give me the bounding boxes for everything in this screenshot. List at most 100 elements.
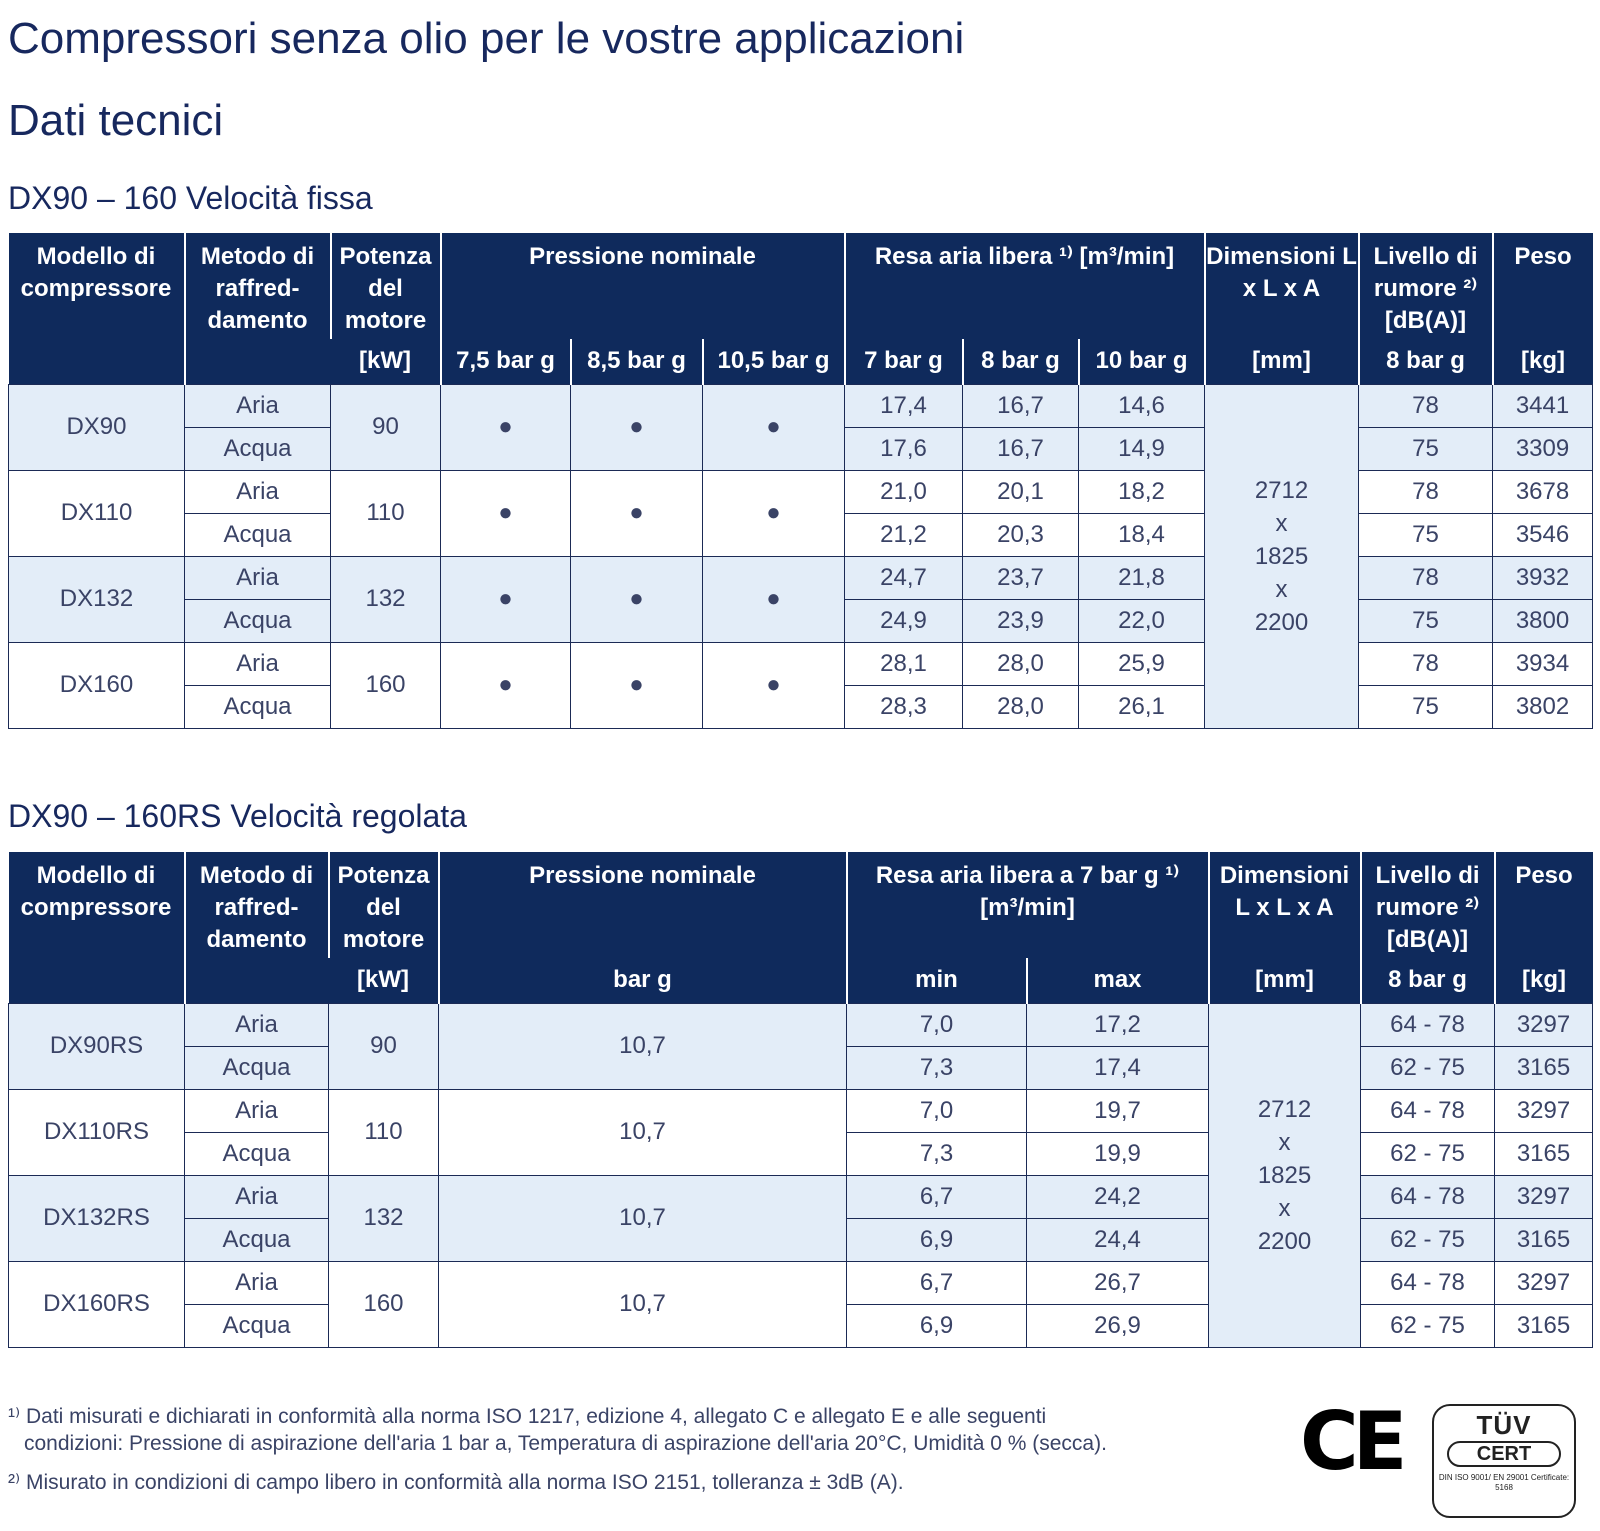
pressure-dot: ●: [440, 383, 571, 471]
fad-cell: 14,6: [1077, 383, 1206, 428]
fad-cell: 28,0: [962, 641, 1079, 686]
table-row: Acqua 24,9 23,9 22,0 75 3800: [9, 598, 1594, 643]
table-row: DX90 Aria 90 ● ● ● 17,4 16,7 14,6 2712 x…: [8, 383, 1594, 729]
model-cell: DX110RS: [8, 1088, 185, 1176]
fad-max-cell: 19,9: [1025, 1131, 1210, 1176]
ce-mark-logo: CE: [1300, 1395, 1407, 1488]
power-cell: 90: [330, 383, 441, 471]
table-row: Acqua 21,2 20,3 18,4 75 3546: [9, 512, 1594, 557]
footnote-2: ²⁾ Misurato in condizioni di campo liber…: [8, 1471, 904, 1494]
pressure-dot: ●: [702, 555, 845, 643]
cooling-cell: Aria: [184, 383, 331, 428]
col-power-unit: [kW]: [328, 958, 439, 1003]
table-row: Acqua 6,9 24,4 62 - 75 3165: [9, 1217, 1594, 1262]
fad-cell: 23,9: [962, 598, 1079, 643]
cooling-cell: Aria: [184, 641, 331, 686]
fad-cell: 26,1: [1077, 684, 1206, 729]
pressure-dot: ●: [702, 383, 845, 471]
table-row: DX90RS Aria 90 10,7 7,0 17,2 2712 x 1825…: [8, 1002, 1594, 1348]
tuv-certificate-text: DIN ISO 9001/ EN 29001 Certificate: 5168: [1438, 1473, 1570, 1492]
noise-cell: 78: [1358, 383, 1494, 428]
fad-max-cell: 24,4: [1025, 1217, 1210, 1262]
dim-height: 2200: [1257, 1227, 1312, 1255]
col-model: Modello di compressore: [8, 233, 185, 384]
col-weight: Peso: [1493, 852, 1593, 958]
noise-cell: 78: [1358, 555, 1494, 600]
col-fad-max: max: [1025, 958, 1209, 1003]
fad-max-cell: 24,2: [1025, 1174, 1210, 1219]
fad-cell: 23,7: [962, 555, 1079, 600]
tuv-logo-text: TÜV: [1476, 1410, 1532, 1440]
dim-width: 1825: [1254, 542, 1309, 570]
table-row: DX160RS Aria 160 10,7 6,7 26,7 64 - 78 3…: [8, 1260, 1594, 1348]
noise-cell: 75: [1358, 598, 1494, 643]
power-cell: 132: [330, 555, 441, 643]
fad-cell: 16,7: [962, 383, 1079, 428]
pressure-dot: ●: [570, 555, 703, 643]
fad-cell: 21,2: [844, 512, 963, 557]
fad-max-cell: 19,7: [1025, 1088, 1210, 1133]
fad-max-cell: 26,9: [1025, 1303, 1210, 1348]
page-subtitle: Dati tecnici: [8, 96, 224, 145]
fad-cell: 25,9: [1077, 641, 1206, 686]
fad-cell: 28,1: [844, 641, 963, 686]
col-power-unit: [kW]: [330, 339, 441, 384]
fad-cell: 28,3: [844, 684, 963, 729]
page-title: Compressori senza olio per le vostre app…: [8, 14, 965, 63]
cooling-cell: Acqua: [184, 1131, 329, 1176]
table-row: DX160 Aria 160 ● ● ● 28,1 28,0 25,9 78 3…: [8, 641, 1594, 729]
col-weight-unit: [kg]: [1491, 339, 1593, 384]
noise-cell: 75: [1358, 512, 1494, 557]
table1-heading: DX90 – 160 Velocità fissa: [8, 180, 373, 216]
fad-cell: 20,3: [962, 512, 1079, 557]
tuv-cert-logo: TÜV CERT DIN ISO 9001/ EN 29001 Certific…: [1432, 1404, 1576, 1518]
variable-speed-table: Modello di compressore Metodo di raffred…: [8, 852, 1594, 1348]
col-power: Potenza del motore: [329, 233, 441, 339]
pressure-cell: 10,7: [438, 1174, 847, 1262]
col-cooling: Metodo di raffred-damento: [183, 852, 329, 1003]
dim-height: 2200: [1254, 608, 1309, 636]
fad-cell: 28,0: [962, 684, 1079, 729]
cooling-cell: Aria: [184, 555, 331, 600]
power-cell: 132: [328, 1174, 439, 1262]
noise-cell: 62 - 75: [1360, 1045, 1496, 1090]
fad-cell: 14,9: [1077, 426, 1206, 471]
weight-cell: 3546: [1492, 512, 1594, 557]
table-row: Acqua 6,9 26,9 62 - 75 3165: [9, 1303, 1594, 1348]
footnote-1-line-2: condizioni: Pressione di aspirazione del…: [24, 1432, 1107, 1455]
col-dimensions: Dimensioni L x L x A: [1207, 852, 1361, 958]
noise-cell: 78: [1358, 469, 1494, 514]
fad-cell: 18,2: [1077, 469, 1206, 514]
col-noise-unit: 8 bar g: [1357, 339, 1493, 384]
pressure-dot: ●: [570, 641, 703, 729]
fad-cell: 20,1: [962, 469, 1079, 514]
fad-cell: 24,9: [844, 598, 963, 643]
table-row: DX110 Aria 110 ● ● ● 21,0 20,1 18,2 78 3…: [8, 469, 1594, 557]
col-noise: Livello di rumore ²⁾ [dB(A)]: [1359, 852, 1495, 958]
fad-cell: 18,4: [1077, 512, 1206, 557]
model-cell: DX132RS: [8, 1174, 185, 1262]
cooling-cell: Acqua: [184, 684, 331, 729]
tuv-cert-text: CERT: [1447, 1441, 1561, 1467]
col-weight-unit: [kg]: [1493, 958, 1593, 1003]
col-noise-unit: 8 bar g: [1359, 958, 1495, 1003]
cooling-cell: Acqua: [184, 598, 331, 643]
pressure-cell: 10,7: [438, 1260, 847, 1348]
power-cell: 160: [328, 1260, 439, 1348]
cooling-cell: Acqua: [184, 426, 331, 471]
fad-min-cell: 6,7: [846, 1260, 1027, 1305]
cooling-cell: Aria: [184, 1088, 329, 1133]
weight-cell: 3932: [1492, 555, 1594, 600]
pressure-cell: 10,7: [438, 1002, 847, 1090]
dim-x: x: [1275, 575, 1288, 603]
model-cell: DX160RS: [8, 1260, 185, 1348]
col-fad: Resa aria libera ¹⁾ [m³/min]: [843, 233, 1205, 339]
col-fad-min: min: [845, 958, 1027, 1003]
noise-cell: 78: [1358, 641, 1494, 686]
col-model: Modello di compressore: [8, 852, 185, 1003]
fad-min-cell: 6,9: [846, 1217, 1027, 1262]
fad-min-cell: 6,9: [846, 1303, 1027, 1348]
cooling-cell: Acqua: [184, 1045, 329, 1090]
noise-cell: 62 - 75: [1360, 1217, 1496, 1262]
weight-cell: 3678: [1492, 469, 1594, 514]
